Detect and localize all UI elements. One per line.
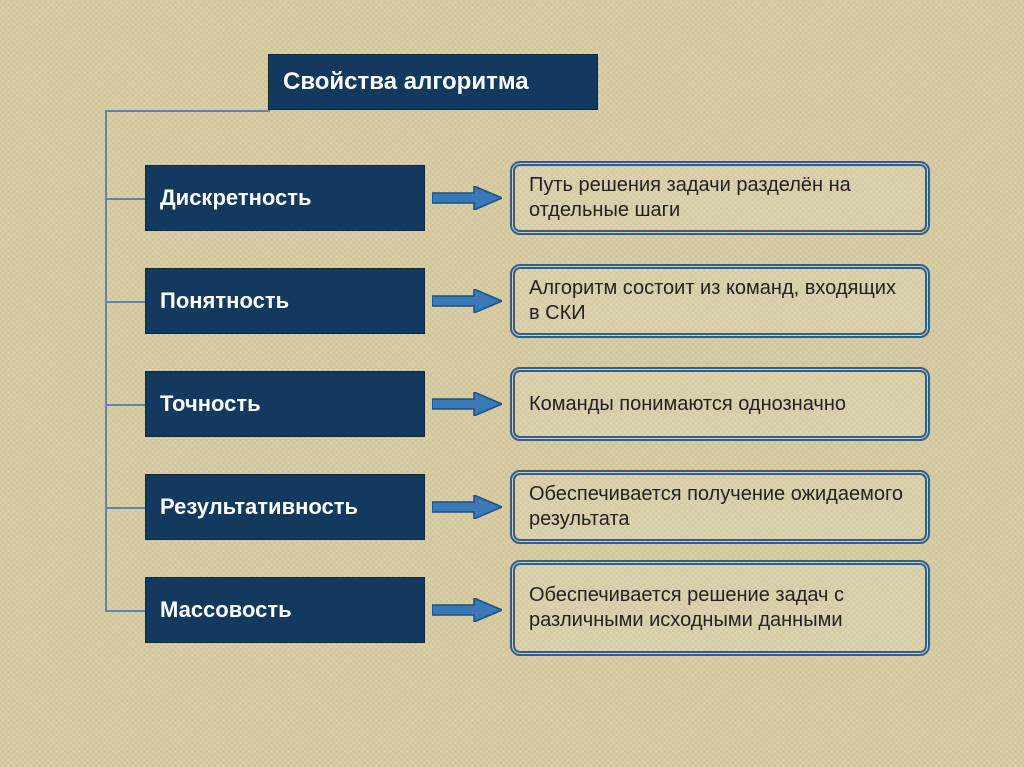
arrow-icon [432,598,502,622]
connector-branch [105,198,145,200]
description-text: Команды понимаются однозначно [529,392,846,417]
arrow-icon [432,392,502,416]
arrow-icon [432,495,502,519]
diagram-canvas: Свойства алгоритма Дискретность Понятность… [0,0,1024,767]
property-label: Понятность [160,288,289,314]
description-text: Обеспечивается решение задач с различным… [529,583,911,633]
arrow-icon [432,289,502,313]
property-box: Массовость [145,577,425,643]
connector-branch [105,610,145,612]
description-text: Обеспечивается получение ожидаемого резу… [529,482,911,532]
description-box: Команды понимаются однозначно [510,367,930,441]
property-label: Дискретность [160,185,312,211]
connector-trunk [105,110,107,612]
description-text: Алгоритм состоит из команд, входящих в С… [529,276,911,326]
property-label: Результативность [160,494,358,520]
property-box: Понятность [145,268,425,334]
description-box: Обеспечивается решение задач с различным… [510,560,930,656]
connector-branch [105,404,145,406]
title-box: Свойства алгоритма [268,54,598,110]
arrow-icon [432,186,502,210]
property-box: Результативность [145,474,425,540]
connector-branch [105,507,145,509]
property-label: Массовость [160,597,292,623]
description-box: Обеспечивается получение ожидаемого резу… [510,470,930,544]
property-box: Дискретность [145,165,425,231]
title-text: Свойства алгоритма [283,68,529,96]
connector-segment [268,110,270,112]
connector-segment [105,110,268,112]
connector-branch [105,301,145,303]
property-label: Точность [160,391,261,417]
description-box: Алгоритм состоит из команд, входящих в С… [510,264,930,338]
description-text: Путь решения задачи разделён на отдельны… [529,173,911,223]
description-box: Путь решения задачи разделён на отдельны… [510,161,930,235]
property-box: Точность [145,371,425,437]
